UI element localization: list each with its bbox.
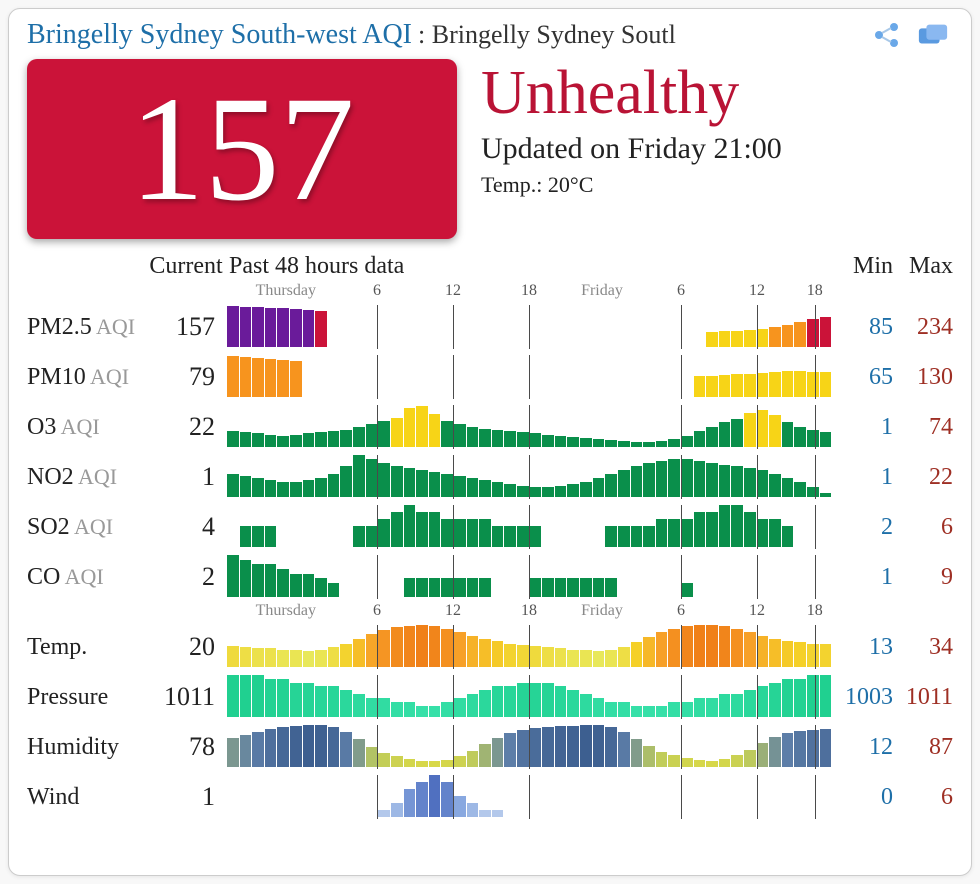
metric-current: 1	[147, 462, 225, 492]
metric-label: PM10 AQI	[27, 364, 147, 391]
metric-label: O3 AQI	[27, 414, 147, 441]
aqi-card: Bringelly Sydney South-west AQI : Bringe…	[8, 8, 972, 876]
metric-min: 1	[833, 414, 893, 441]
metric-row-pm10: PM10 AQI79 65130	[27, 352, 953, 402]
metric-min: 13	[833, 634, 893, 661]
metric-chart	[225, 405, 833, 449]
metric-current: 2	[147, 562, 225, 592]
metric-min: 65	[833, 364, 893, 391]
metric-label: PM2.5 AQI	[27, 314, 147, 341]
metric-label: SO2 AQI	[27, 514, 147, 541]
metric-row-wind: Wind1 06	[27, 772, 953, 822]
copy-icon[interactable]	[917, 21, 949, 49]
metric-max: 1011	[893, 684, 953, 711]
metric-chart	[225, 555, 833, 599]
metric-label: Temp.	[27, 634, 147, 661]
aqi-box: 157	[27, 59, 457, 239]
metric-current: 22	[147, 412, 225, 442]
metric-chart	[225, 305, 833, 349]
location-title-link[interactable]: Bringelly Sydney South-west AQI	[27, 19, 412, 51]
metric-current: 157	[147, 312, 225, 342]
metric-row-so2: SO2 AQI4 26	[27, 502, 953, 552]
metric-row-humidity: Humidity78 1287	[27, 722, 953, 772]
time-axis: Thursday61218Friday61218	[225, 282, 833, 300]
aqi-status: Unhealthy	[481, 61, 953, 126]
metric-max: 34	[893, 634, 953, 661]
table-header: Current Past 48 hours data Min Max	[27, 253, 953, 280]
header: Bringelly Sydney South-west AQI : Bringe…	[27, 19, 953, 51]
metric-chart	[225, 675, 833, 719]
metric-chart	[225, 505, 833, 549]
hero: 157 Unhealthy Updated on Friday 21:00 Te…	[27, 59, 953, 239]
metric-min: 12	[833, 734, 893, 761]
metric-label: NO2 AQI	[27, 464, 147, 491]
metric-current: 4	[147, 512, 225, 542]
metric-current: 20	[147, 632, 225, 662]
metric-max: 74	[893, 414, 953, 441]
metric-current: 79	[147, 362, 225, 392]
metric-current: 1	[147, 782, 225, 812]
metric-min: 85	[833, 314, 893, 341]
data-rows: Thursday61218Friday61218PM2.5 AQI1578523…	[27, 282, 953, 822]
metric-max: 130	[893, 364, 953, 391]
temp-text: Temp.: 20°C	[481, 172, 953, 198]
metric-row-o3: O3 AQI22 174	[27, 402, 953, 452]
metric-row-pm25: PM2.5 AQI157 85234	[27, 302, 953, 352]
metric-current: 1011	[147, 682, 225, 712]
metric-row-pressure: Pressure101110031011	[27, 672, 953, 722]
metric-min: 2	[833, 514, 893, 541]
metric-chart	[225, 355, 833, 399]
metric-row-temp: Temp.20 1334	[27, 622, 953, 672]
metric-row-no2: NO2 AQI1122	[27, 452, 953, 502]
metric-max: 234	[893, 314, 953, 341]
metric-chart	[225, 455, 833, 499]
col-current: Current	[147, 253, 225, 280]
metric-min: 1003	[833, 684, 893, 711]
metric-row-co: CO AQI2 19	[27, 552, 953, 602]
share-icon[interactable]	[871, 21, 903, 49]
header-actions	[871, 21, 949, 49]
col-past: Past 48 hours data	[225, 253, 833, 280]
metric-label: Pressure	[27, 684, 147, 711]
metric-label: Wind	[27, 784, 147, 811]
metric-min: 0	[833, 784, 893, 811]
metric-max: 6	[893, 784, 953, 811]
metric-current: 78	[147, 732, 225, 762]
updated-text: Updated on Friday 21:00	[481, 132, 953, 166]
metric-label: Humidity	[27, 734, 147, 761]
aqi-value: 157	[130, 74, 355, 224]
col-min: Min	[833, 253, 893, 280]
metric-min: 1	[833, 564, 893, 591]
metric-max: 87	[893, 734, 953, 761]
metric-chart	[225, 775, 833, 819]
metric-max: 22	[893, 464, 953, 491]
metric-max: 9	[893, 564, 953, 591]
col-max: Max	[893, 253, 953, 280]
metric-label: CO AQI	[27, 564, 147, 591]
metric-min: 1	[833, 464, 893, 491]
metric-max: 6	[893, 514, 953, 541]
location-subtitle: : Bringelly Sydney Soutl	[418, 20, 676, 50]
hero-info: Unhealthy Updated on Friday 21:00 Temp.:…	[481, 59, 953, 239]
metric-chart	[225, 625, 833, 669]
metric-chart	[225, 725, 833, 769]
time-axis: Thursday61218Friday61218	[225, 602, 833, 620]
